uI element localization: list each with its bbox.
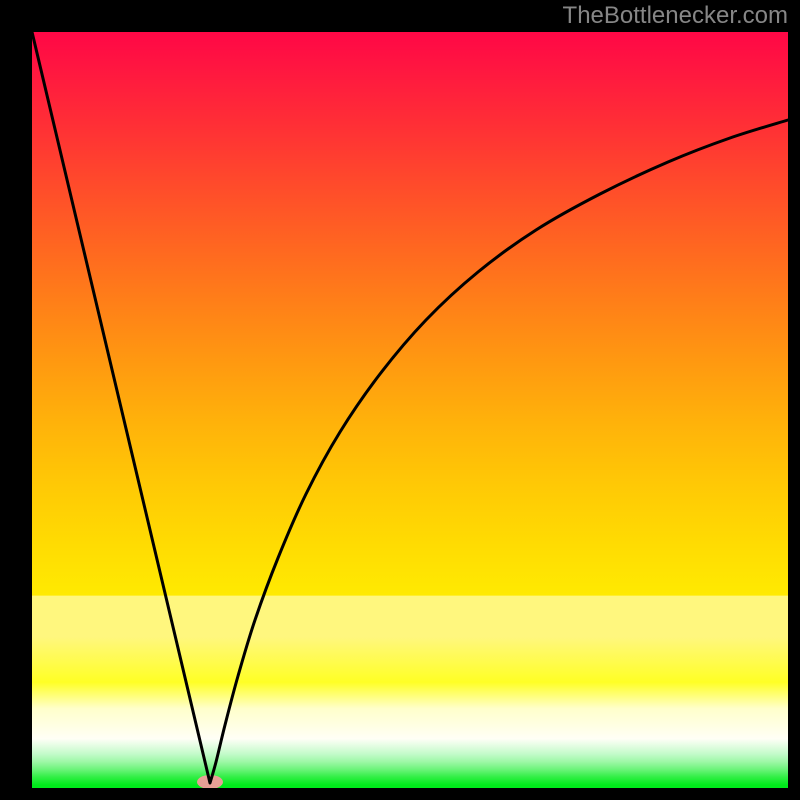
plot-area <box>32 32 788 788</box>
border-left <box>0 0 32 800</box>
border-bottom <box>0 788 800 800</box>
border-right <box>788 0 800 800</box>
attribution-text: TheBottlenecker.com <box>563 2 788 30</box>
gradient-background <box>32 32 788 788</box>
plot-svg <box>0 0 800 800</box>
chart-container: TheBottlenecker.com <box>0 0 800 800</box>
